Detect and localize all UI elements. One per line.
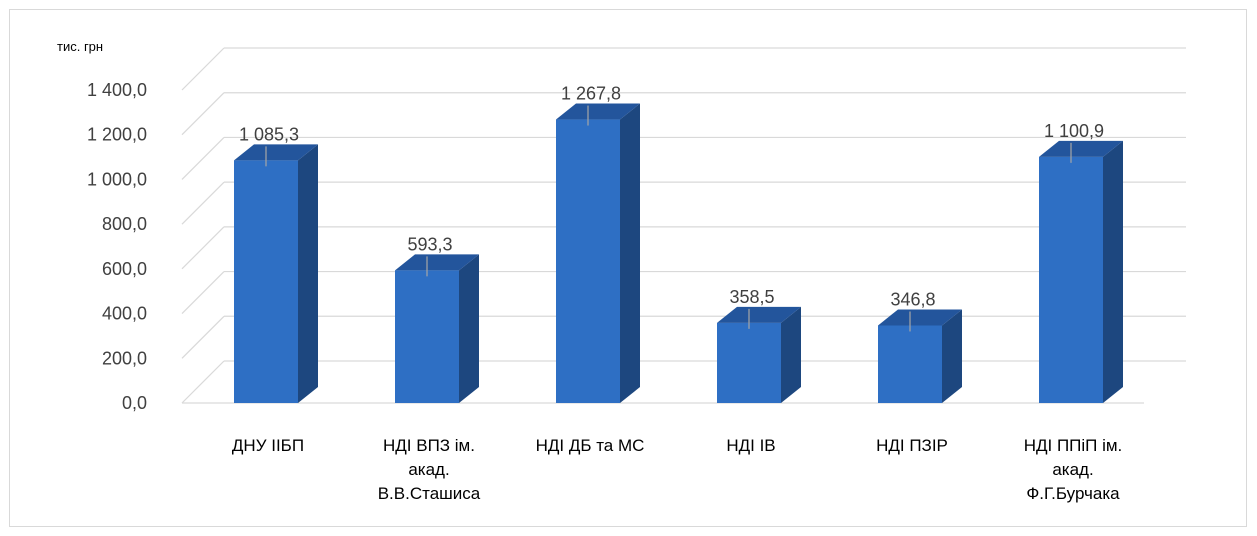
bar-2 bbox=[395, 254, 479, 403]
bar-side bbox=[459, 254, 479, 403]
bar-top bbox=[878, 309, 962, 326]
gridline-depth bbox=[181, 271, 225, 314]
grid-layer bbox=[181, 47, 1186, 404]
bar-top bbox=[395, 254, 479, 271]
data-label: 1 085,3 bbox=[239, 124, 299, 144]
y-axis: 0,0 200,0 400,0 600,0 800,0 1 000,0 1 200,0 1 4… bbox=[87, 80, 147, 413]
bar-front bbox=[878, 325, 942, 403]
bar-front bbox=[234, 160, 298, 403]
gridline-depth bbox=[181, 315, 225, 359]
data-label: 1 267,8 bbox=[561, 84, 621, 104]
y-tick-label: 800,0 bbox=[102, 214, 147, 234]
bars bbox=[234, 103, 1123, 404]
bar-side bbox=[620, 103, 640, 403]
data-label: 358,5 bbox=[729, 287, 774, 307]
bar-top bbox=[234, 144, 318, 161]
unit-label: тис. грн bbox=[57, 39, 103, 54]
bar-side bbox=[298, 144, 318, 404]
data-labels: 1 085,3 593,3 1 267,8 358,5 346,8 1 100,9 bbox=[239, 84, 1104, 332]
bar-4 bbox=[717, 306, 801, 403]
bar-top bbox=[1039, 140, 1123, 157]
category-label: акад. bbox=[1052, 460, 1093, 479]
y-tick-label: 1 200,0 bbox=[87, 125, 147, 145]
gridline-depth bbox=[181, 360, 225, 404]
data-label: 593,3 bbox=[407, 234, 452, 254]
category-label: Ф.Г.Бурчака bbox=[1026, 484, 1120, 503]
data-label: 346,8 bbox=[890, 289, 935, 309]
bar-front bbox=[1039, 156, 1103, 403]
gridline-depth bbox=[181, 47, 225, 91]
gridline-depth bbox=[181, 181, 225, 225]
category-label: ДНУ ІІБП bbox=[232, 436, 304, 455]
bar-front bbox=[395, 270, 459, 403]
gridline-depth bbox=[181, 226, 225, 270]
category-label: НДІ ВПЗ ім. bbox=[383, 436, 475, 455]
gridline-depth bbox=[181, 92, 225, 136]
bar-side bbox=[781, 306, 801, 403]
x-axis: ДНУ ІІБП НДІ ВПЗ ім. акад. В.В.Сташиса НДІ Д… bbox=[232, 436, 1122, 503]
y-tick-label: 0,0 bbox=[122, 393, 147, 413]
bar-side bbox=[942, 309, 962, 403]
bar-top bbox=[556, 103, 640, 120]
bar-front bbox=[556, 119, 620, 403]
bar-3 bbox=[556, 103, 640, 403]
bar-chart: 0,0 200,0 400,0 600,0 800,0 1 000,0 1 200,0 1 4… bbox=[57, 39, 1186, 503]
category-label: НДІ ІВ bbox=[726, 436, 775, 455]
bar-side bbox=[1103, 140, 1123, 403]
category-label: В.В.Сташиса bbox=[378, 484, 481, 503]
chart-frame: 0,0 200,0 400,0 600,0 800,0 1 000,0 1 200,0 1 4… bbox=[9, 9, 1247, 527]
category-label: НДІ ППіП ім. bbox=[1024, 436, 1123, 455]
bar-6 bbox=[1039, 140, 1123, 403]
bar-5 bbox=[878, 309, 962, 403]
y-tick-label: 600,0 bbox=[102, 259, 147, 279]
category-label: акад. bbox=[408, 460, 449, 479]
bar-top bbox=[717, 306, 801, 323]
y-tick-label: 1 000,0 bbox=[87, 169, 147, 189]
y-tick-label: 200,0 bbox=[102, 348, 147, 368]
gridline-depth bbox=[181, 137, 225, 180]
bar-front bbox=[717, 322, 781, 403]
data-label: 1 100,9 bbox=[1044, 121, 1104, 141]
y-tick-label: 1 400,0 bbox=[87, 80, 147, 100]
category-label: НДІ ПЗІР bbox=[876, 436, 948, 455]
y-tick-label: 400,0 bbox=[102, 304, 147, 324]
category-label: НДІ ДБ та МС bbox=[536, 436, 645, 455]
bar-1 bbox=[234, 144, 318, 404]
